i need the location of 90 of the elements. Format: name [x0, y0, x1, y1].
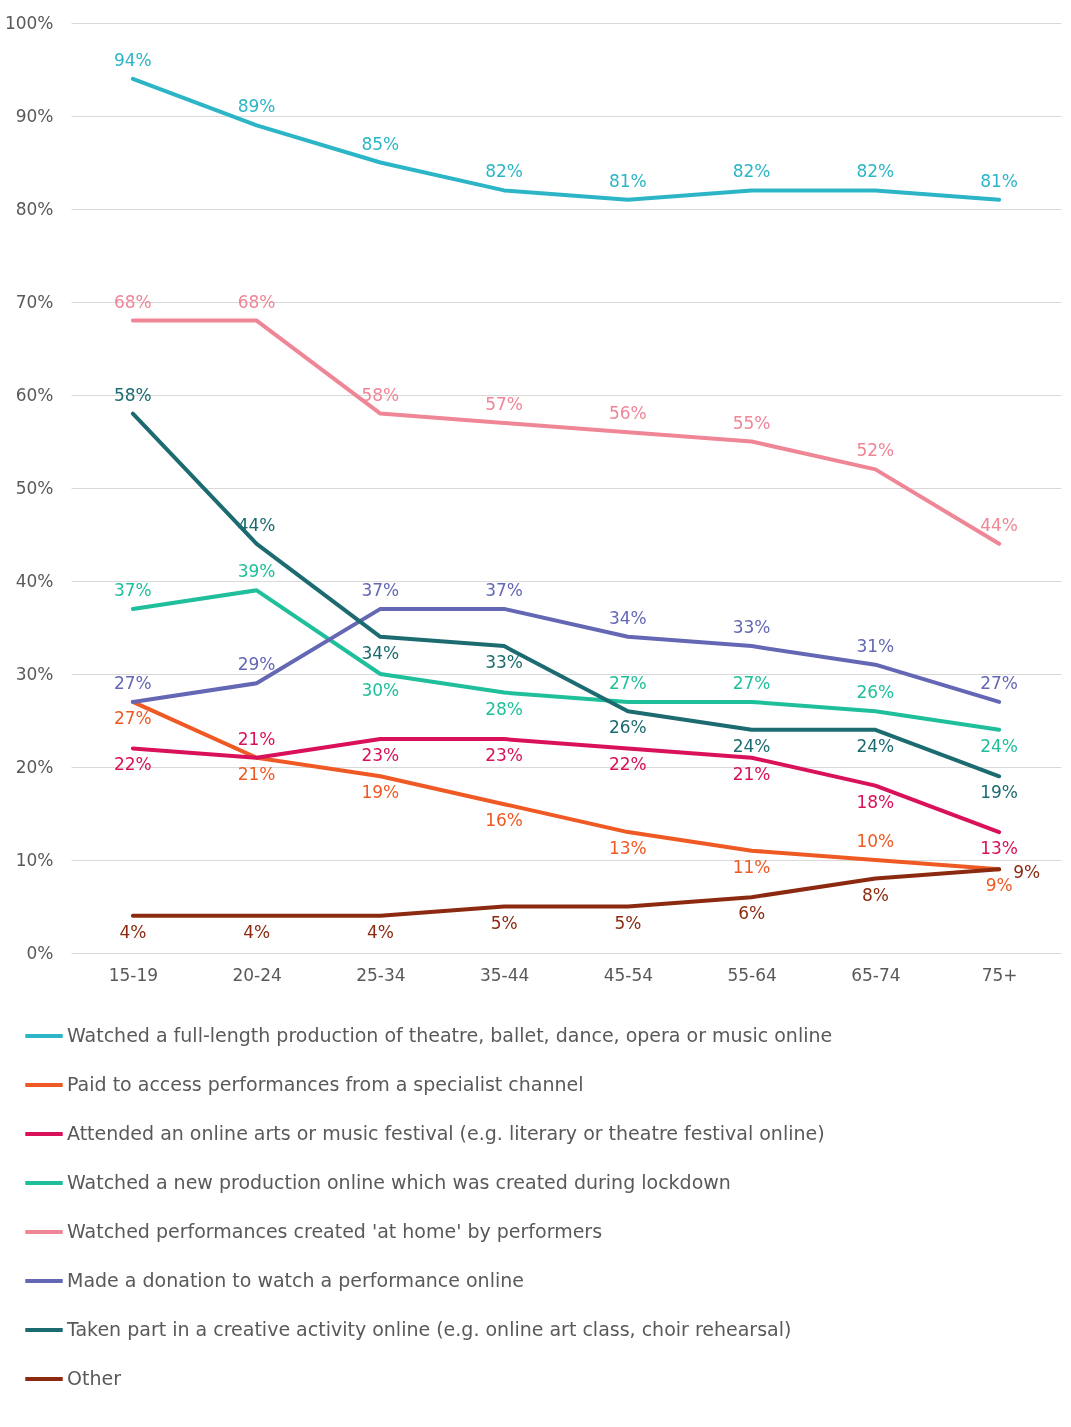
data-label: 29% — [237, 654, 276, 675]
data-label: 10% — [856, 831, 895, 851]
legend-label: Paid to access performances from a specialist channel — [67, 1073, 584, 1095]
data-label: 21% — [237, 728, 276, 749]
data-label: 21% — [732, 763, 771, 784]
legend-label: Made a donation to watch a performance online — [67, 1269, 524, 1291]
data-label: 19% — [361, 782, 400, 803]
data-label: 27% — [608, 672, 647, 693]
data-label: 37% — [485, 579, 524, 600]
data-label: 22% — [608, 754, 647, 775]
data-label: 58% — [113, 384, 152, 405]
data-label: 4% — [243, 921, 271, 942]
data-label: 18% — [856, 791, 895, 812]
y-tick-label: 70% — [15, 291, 54, 312]
data-label: 19% — [980, 782, 1019, 803]
legend-label: Watched a new production online which was created during lockdown — [67, 1171, 731, 1193]
x-tick-label: 35-44 — [479, 964, 530, 985]
data-label: 81% — [608, 170, 647, 191]
data-label: 4% — [366, 921, 394, 942]
data-label: 13% — [980, 838, 1019, 859]
data-label: 44% — [980, 514, 1019, 535]
legend-label: Attended an online arts or music festival (e.g. literary or theatre festival online) — [67, 1122, 825, 1144]
y-tick-label: 60% — [15, 384, 54, 405]
x-tick-label: 15-19 — [108, 964, 159, 985]
data-label: 56% — [608, 403, 647, 424]
data-label: 81% — [980, 170, 1019, 191]
data-label: 34% — [361, 642, 400, 663]
x-tick-label: 45-54 — [603, 964, 654, 985]
x-tick-label: 75+ — [981, 964, 1018, 985]
data-label: 37% — [113, 579, 152, 600]
data-label: 8% — [861, 884, 889, 905]
legend-label: Watched performances created 'at home' by performers — [67, 1220, 603, 1242]
x-tick-label: 55-64 — [727, 964, 777, 985]
data-label: 68% — [237, 291, 276, 312]
data-label: 31% — [856, 635, 895, 656]
data-label: 82% — [732, 161, 771, 182]
y-tick-label: 90% — [15, 105, 54, 126]
data-label: 21% — [237, 763, 276, 784]
data-label: 22% — [113, 754, 152, 775]
data-label: 37% — [361, 579, 400, 600]
legend-label: Other — [67, 1367, 122, 1389]
data-label: 5% — [490, 912, 518, 933]
x-tick-label: 65-74 — [851, 964, 901, 985]
data-label: 27% — [113, 707, 152, 728]
y-tick-label: 30% — [15, 663, 54, 684]
y-tick-label: 20% — [15, 756, 54, 777]
legend-label: Taken part in a creative activity online (e.g. online art class, choir rehearsal) — [66, 1318, 792, 1340]
data-label: 52% — [856, 440, 895, 461]
data-label: 27% — [732, 672, 771, 693]
data-label: 5% — [614, 912, 642, 933]
data-label: 30% — [361, 680, 400, 700]
y-tick-label: 80% — [15, 198, 54, 219]
y-tick-label: 50% — [15, 477, 54, 498]
data-label: 27% — [113, 672, 152, 693]
data-label: 9% — [1013, 862, 1041, 883]
data-label: 16% — [485, 810, 524, 831]
data-label: 39% — [237, 561, 276, 582]
data-label: 13% — [608, 838, 647, 859]
data-label: 24% — [980, 735, 1019, 756]
data-label: 82% — [856, 161, 895, 182]
data-label: 23% — [485, 745, 524, 766]
data-label: 68% — [113, 291, 152, 312]
data-label: 4% — [119, 921, 147, 942]
data-label: 11% — [732, 856, 771, 877]
data-label: 94% — [113, 49, 152, 70]
y-tick-label: 10% — [15, 849, 54, 870]
data-label: 55% — [732, 412, 771, 433]
data-label: 33% — [485, 652, 524, 673]
y-tick-label: 100% — [4, 12, 54, 33]
data-label: 24% — [856, 735, 895, 756]
y-tick-label: 40% — [15, 570, 54, 591]
data-label: 58% — [361, 384, 400, 405]
data-label: 9% — [985, 875, 1013, 896]
x-tick-label: 25-34 — [356, 964, 406, 985]
data-label: 27% — [980, 672, 1019, 693]
data-label: 85% — [361, 133, 400, 154]
data-label: 6% — [738, 903, 766, 924]
legend-label: Watched a full-length production of theatre, ballet, dance, opera or music online — [67, 1024, 833, 1046]
data-label: 23% — [361, 745, 400, 766]
data-label: 57% — [485, 393, 524, 414]
x-tick-label: 20-24 — [232, 964, 282, 985]
data-label: 24% — [732, 735, 771, 756]
data-label: 82% — [485, 161, 524, 182]
y-tick-label: 0% — [26, 942, 54, 963]
data-label: 26% — [608, 717, 647, 738]
data-label: 89% — [237, 96, 276, 117]
data-label: 33% — [732, 617, 771, 638]
data-label: 26% — [856, 682, 895, 703]
data-label: 34% — [608, 607, 647, 628]
data-label: 28% — [485, 698, 524, 719]
